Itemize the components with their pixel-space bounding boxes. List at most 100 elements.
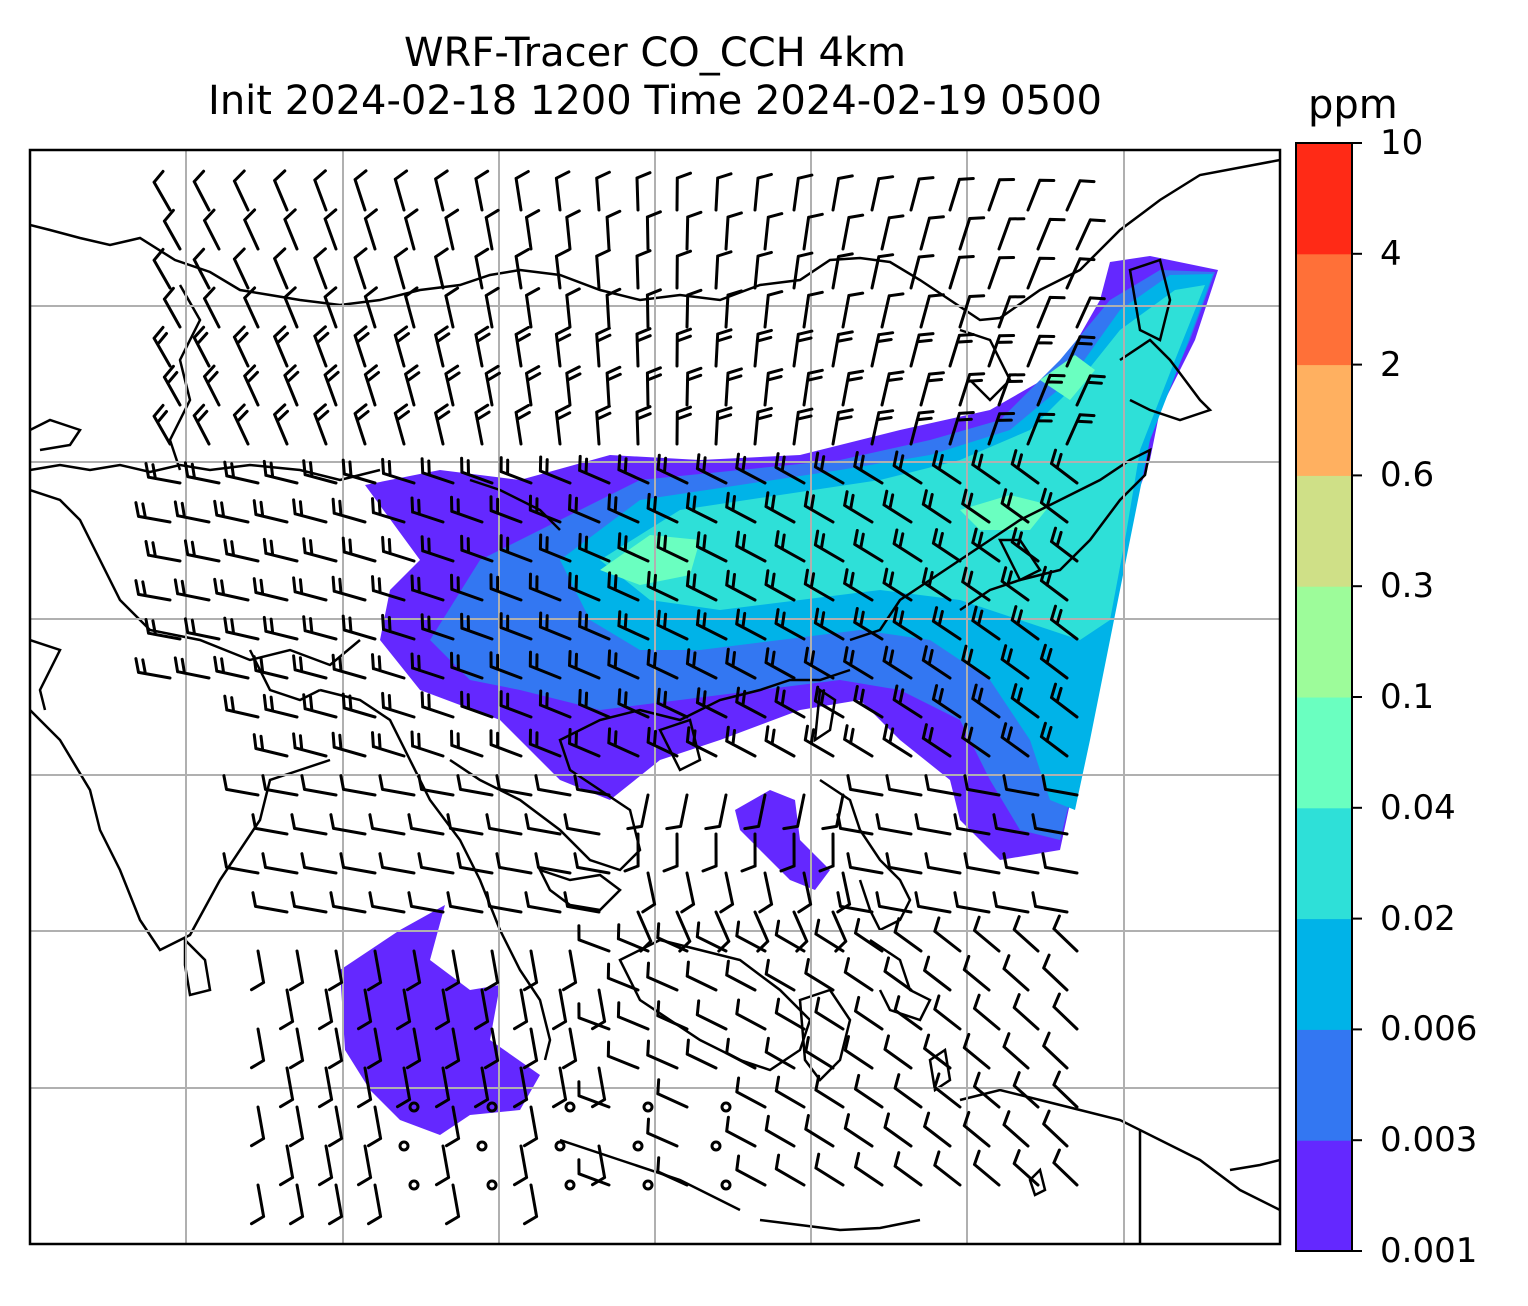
wind-barb xyxy=(1075,296,1106,329)
wind-barb xyxy=(378,852,416,875)
wind-barb xyxy=(568,494,601,524)
wind-barb xyxy=(213,499,250,524)
wind-barb xyxy=(192,247,211,290)
wind-barb xyxy=(753,250,773,290)
wind-barb xyxy=(774,919,806,953)
wind-barb xyxy=(1036,373,1066,407)
wind-barb xyxy=(1012,1071,1040,1109)
wind-barb xyxy=(735,920,767,953)
wind-barb xyxy=(931,684,962,719)
wind-barb xyxy=(714,406,733,446)
wind-barb xyxy=(646,726,679,758)
wind-barb xyxy=(534,774,572,797)
wind-barb xyxy=(662,832,679,873)
wind-barb xyxy=(831,174,854,212)
wind-barb xyxy=(243,286,260,329)
wind-barb xyxy=(499,690,533,719)
wind-barb xyxy=(460,456,494,485)
wind-barb xyxy=(407,891,445,914)
wind-barb xyxy=(144,462,182,485)
wind-barb xyxy=(914,891,952,914)
wind-barb xyxy=(450,495,484,524)
wind-barb xyxy=(607,571,640,602)
wind-barb xyxy=(1000,722,1030,758)
wind-barb xyxy=(1026,256,1056,290)
wind-barb xyxy=(420,535,455,563)
wind-barb xyxy=(250,1105,266,1148)
wind-barb xyxy=(1065,257,1096,290)
wind-barb xyxy=(880,370,905,407)
plume-philippines xyxy=(735,790,830,890)
wind-barb xyxy=(804,1036,835,1070)
wind-barb xyxy=(251,891,289,914)
wind-barb xyxy=(792,407,814,446)
wind-barb xyxy=(435,1066,451,1109)
wind-barb xyxy=(853,607,884,641)
wind-barb xyxy=(646,570,679,602)
wind-barb xyxy=(262,693,299,719)
wind-barb xyxy=(152,247,172,290)
wind-barb xyxy=(331,653,367,680)
wind-barb xyxy=(1002,852,1040,875)
wind-barb xyxy=(595,170,611,212)
wind-barb xyxy=(1012,993,1040,1031)
wind-barb xyxy=(635,171,652,212)
wind-barb xyxy=(813,607,845,641)
wind-barb xyxy=(262,459,299,485)
wind-barb xyxy=(353,403,370,446)
wind-barb xyxy=(841,213,865,251)
wind-barb xyxy=(1026,334,1056,368)
wind-barb xyxy=(203,208,221,251)
wind-barb xyxy=(962,954,991,992)
wind-barb xyxy=(595,248,611,290)
wind-barb xyxy=(499,612,533,641)
wind-barb xyxy=(1042,1109,1069,1148)
wind-barb xyxy=(568,572,601,602)
wind-barb xyxy=(313,247,328,290)
wind-barb xyxy=(250,949,266,992)
wind-barb xyxy=(152,169,172,212)
wind-barb xyxy=(646,1117,679,1148)
wind-barb xyxy=(367,949,383,992)
wind-barb xyxy=(489,729,523,758)
wind-barb xyxy=(1041,774,1079,797)
wind-barb xyxy=(971,527,1001,563)
wind-barb xyxy=(764,491,796,524)
wind-barb xyxy=(292,576,328,602)
wind-barb xyxy=(973,1071,1001,1109)
wind-barb xyxy=(704,793,728,831)
wind-barb xyxy=(368,813,406,836)
wind-barb xyxy=(1039,721,1069,758)
wind-barb xyxy=(292,732,328,758)
wind-barb xyxy=(1012,915,1040,953)
wind-barb xyxy=(764,569,796,602)
wind-barb xyxy=(381,691,416,719)
wind-barb xyxy=(1026,178,1056,212)
wind-barb xyxy=(724,211,743,251)
wind-barb xyxy=(528,494,562,524)
wind-barb xyxy=(289,1183,305,1226)
wind-barb xyxy=(846,852,884,875)
wind-barb xyxy=(252,499,289,524)
wind-barb xyxy=(923,1033,952,1070)
wind-barb xyxy=(1036,295,1066,329)
wind-barb xyxy=(565,209,581,251)
wind-barb xyxy=(725,569,757,602)
wind-barb xyxy=(923,955,952,992)
wind-barb xyxy=(909,254,935,290)
wind-barb xyxy=(252,733,289,758)
wind-barb xyxy=(892,684,923,719)
wind-barb xyxy=(232,325,250,368)
wind-barb xyxy=(607,493,640,524)
wind-barb xyxy=(290,813,328,836)
wind-barb xyxy=(445,949,461,992)
wind-barb xyxy=(262,615,299,641)
wind-barb xyxy=(484,286,500,329)
wind-barb xyxy=(774,530,806,563)
calm-wind-marker xyxy=(408,1179,420,1191)
wind-barb xyxy=(836,891,874,914)
wind-barb xyxy=(914,813,952,836)
wind-barb xyxy=(434,169,449,212)
wind-barb xyxy=(577,1158,611,1187)
wind-barb xyxy=(695,531,728,563)
